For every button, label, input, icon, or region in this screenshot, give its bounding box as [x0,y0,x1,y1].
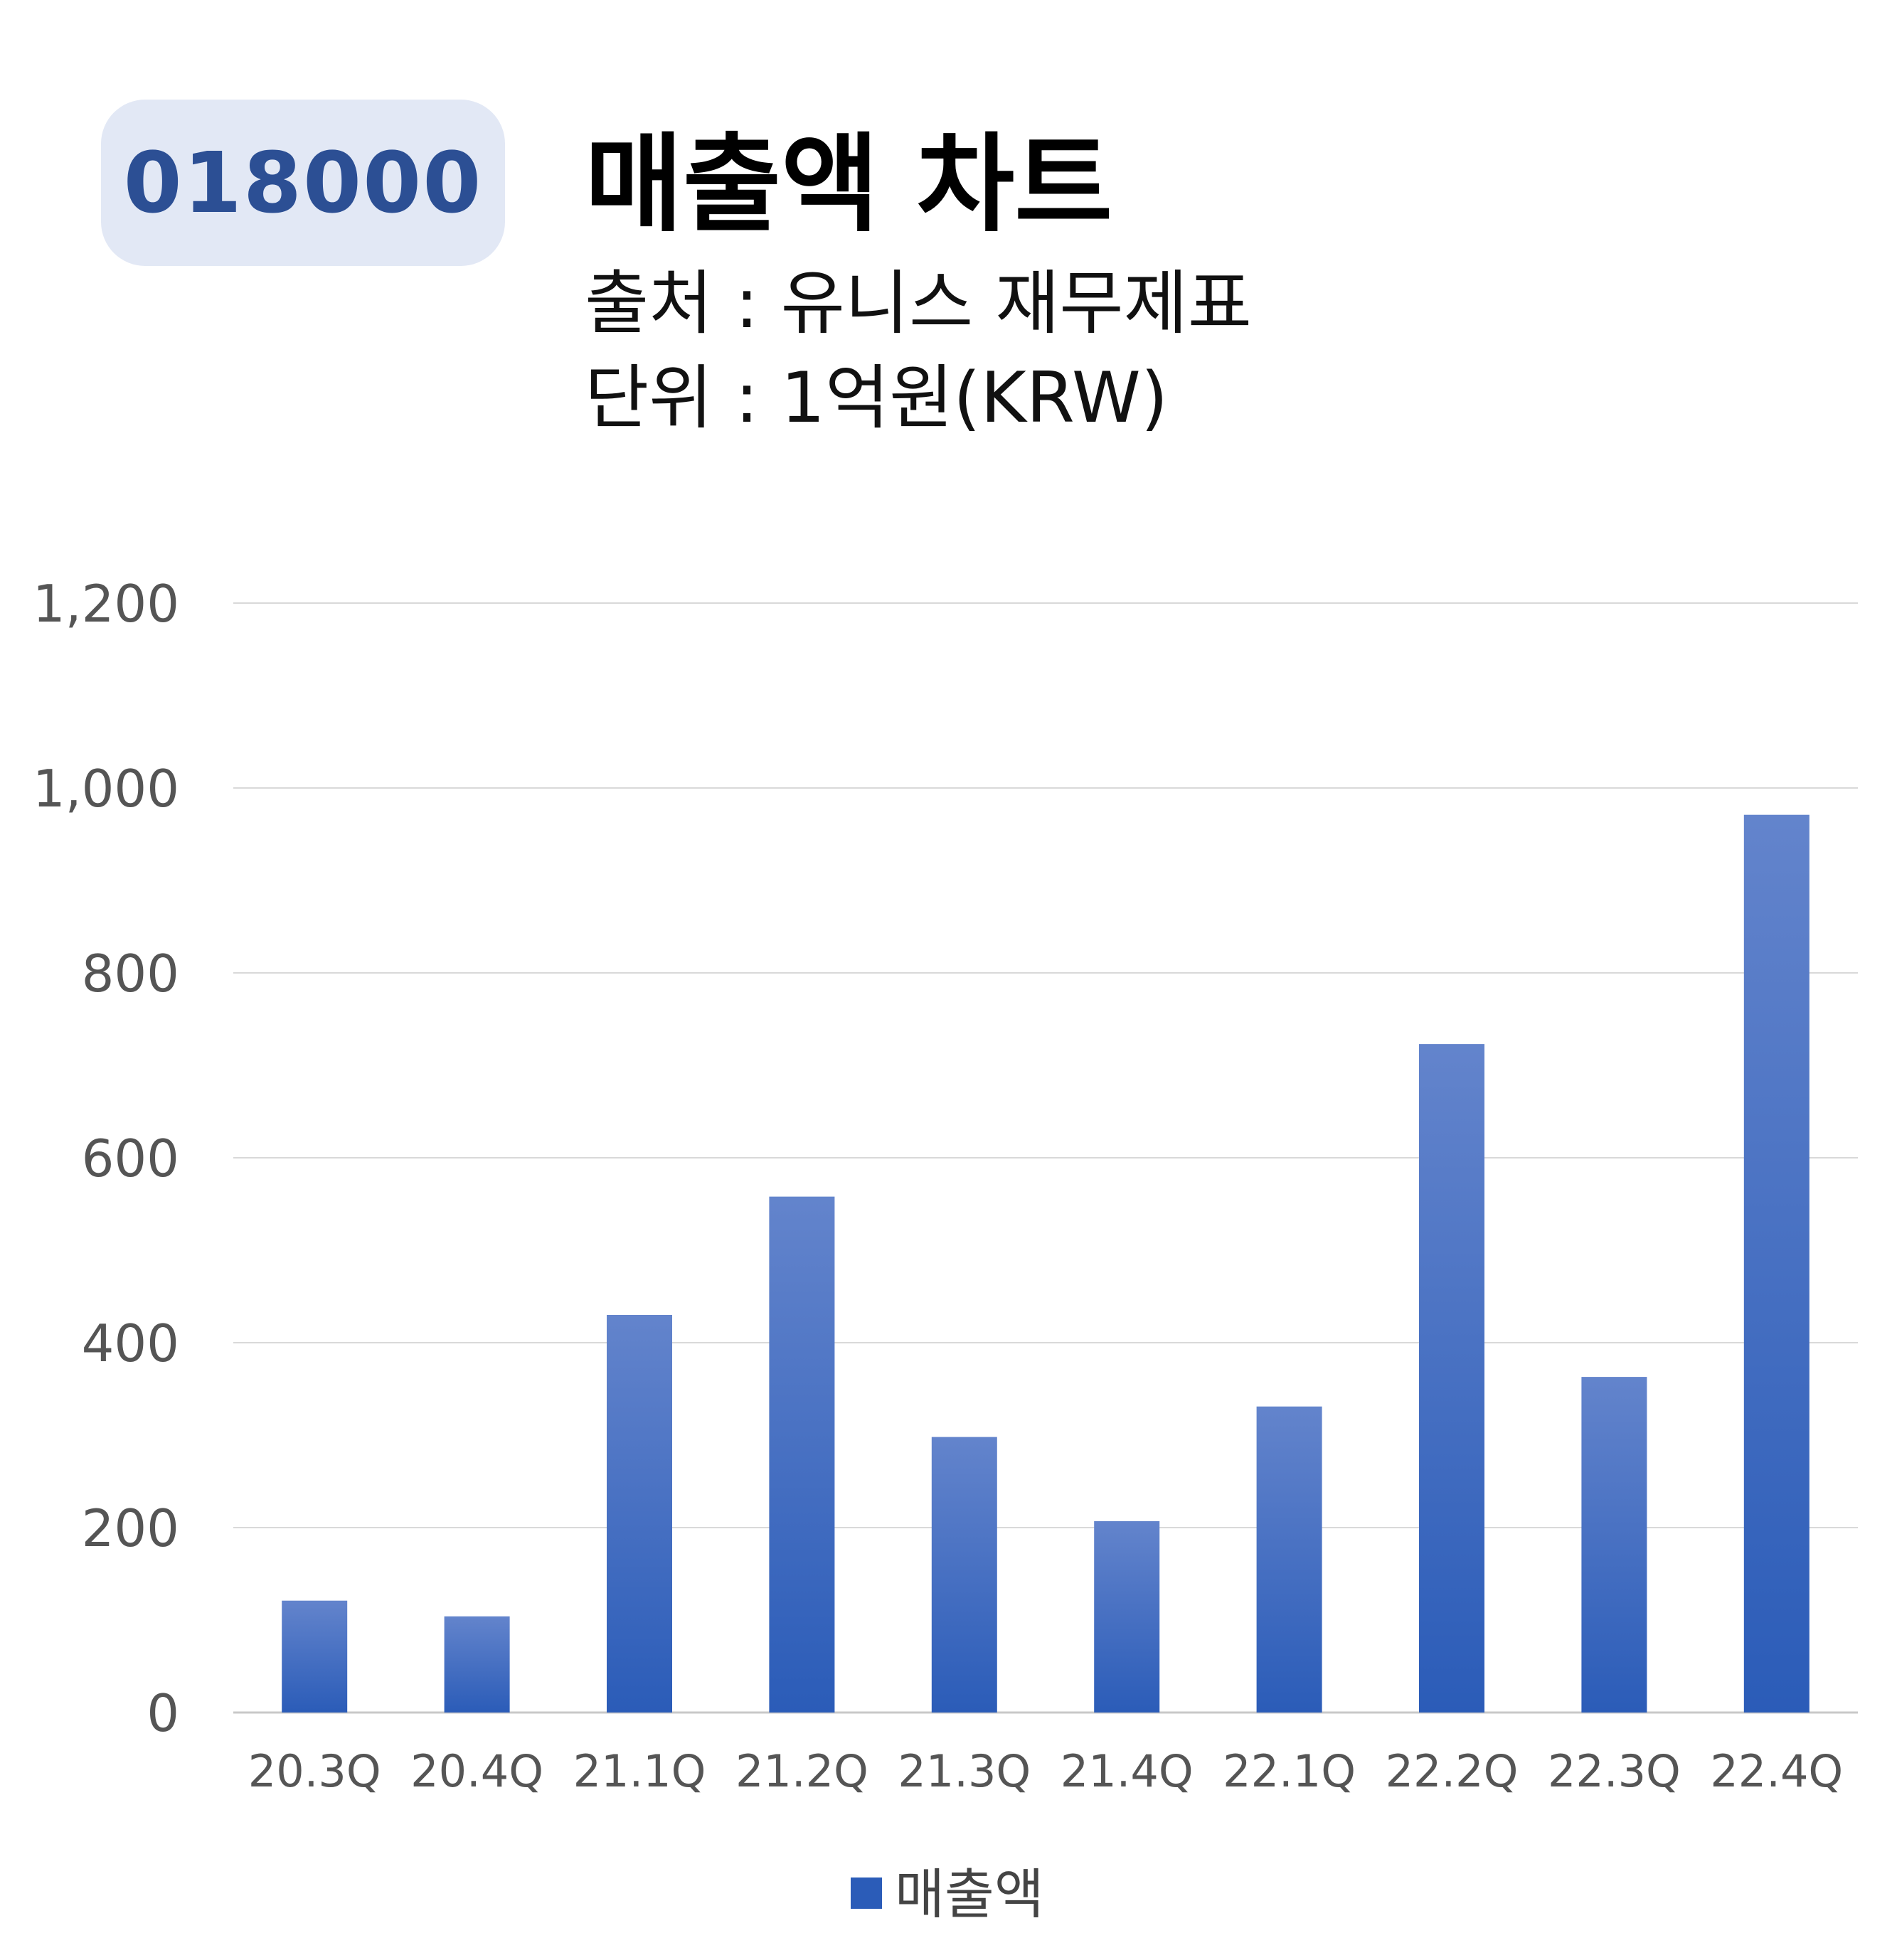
y-tick-label: 600 [82,1129,179,1188]
x-tick-label: 21.1Q [573,1745,706,1797]
x-tick-label: 22.1Q [1223,1745,1356,1797]
bar-22.3Q [1581,1377,1647,1713]
bar-20.3Q [282,1600,348,1713]
x-tick-label: 21.3Q [898,1745,1031,1797]
x-tick-label: 22.3Q [1548,1745,1681,1797]
legend-label: 매출액 [895,1863,1044,1926]
y-axis-tick-labels: 0 200 400 600 800 1,000 1,200 [33,574,179,1743]
x-axis-tick-labels: 20.3Q 20.4Q 21.1Q 21.2Q 21.3Q 21.4Q 22.1Q 22.2Q… [248,1745,1843,1797]
bar-22.1Q [1256,1406,1322,1713]
source-label: 출처 : 유니스 재무제표 [585,263,1252,344]
bars [282,814,1810,1713]
bar-22.4Q [1743,814,1810,1713]
chart-title: 매출액 차트 [585,123,1113,247]
ticker-badge: 018000 [101,100,505,266]
y-tick-label: 1,200 [33,574,179,634]
x-tick-label: 22.2Q [1386,1745,1519,1797]
legend: 매출액 [851,1863,1044,1926]
y-tick-label: 800 [82,944,179,1003]
bar-21.4Q [1094,1520,1160,1713]
bar-21.2Q [769,1196,835,1713]
y-tick-label: 400 [82,1314,179,1373]
x-tick-label: 20.3Q [248,1745,381,1797]
x-tick-label: 21.4Q [1061,1745,1194,1797]
bar-22.2Q [1419,1044,1484,1713]
gridlines [233,602,1858,1714]
x-tick-label: 22.4Q [1710,1745,1843,1797]
x-tick-label: 21.2Q [735,1745,868,1797]
ticker-code: 018000 [123,134,483,232]
bar-21.3Q [931,1437,997,1713]
bar-21.1Q [607,1315,672,1713]
legend-swatch [851,1878,882,1909]
unit-label: 단위 : 1억원(KRW) [585,358,1169,439]
y-tick-label: 200 [82,1498,179,1558]
y-tick-label: 0 [147,1683,179,1743]
x-tick-label: 20.4Q [410,1745,543,1797]
bar-20.4Q [444,1616,510,1713]
y-tick-label: 1,000 [33,759,179,819]
